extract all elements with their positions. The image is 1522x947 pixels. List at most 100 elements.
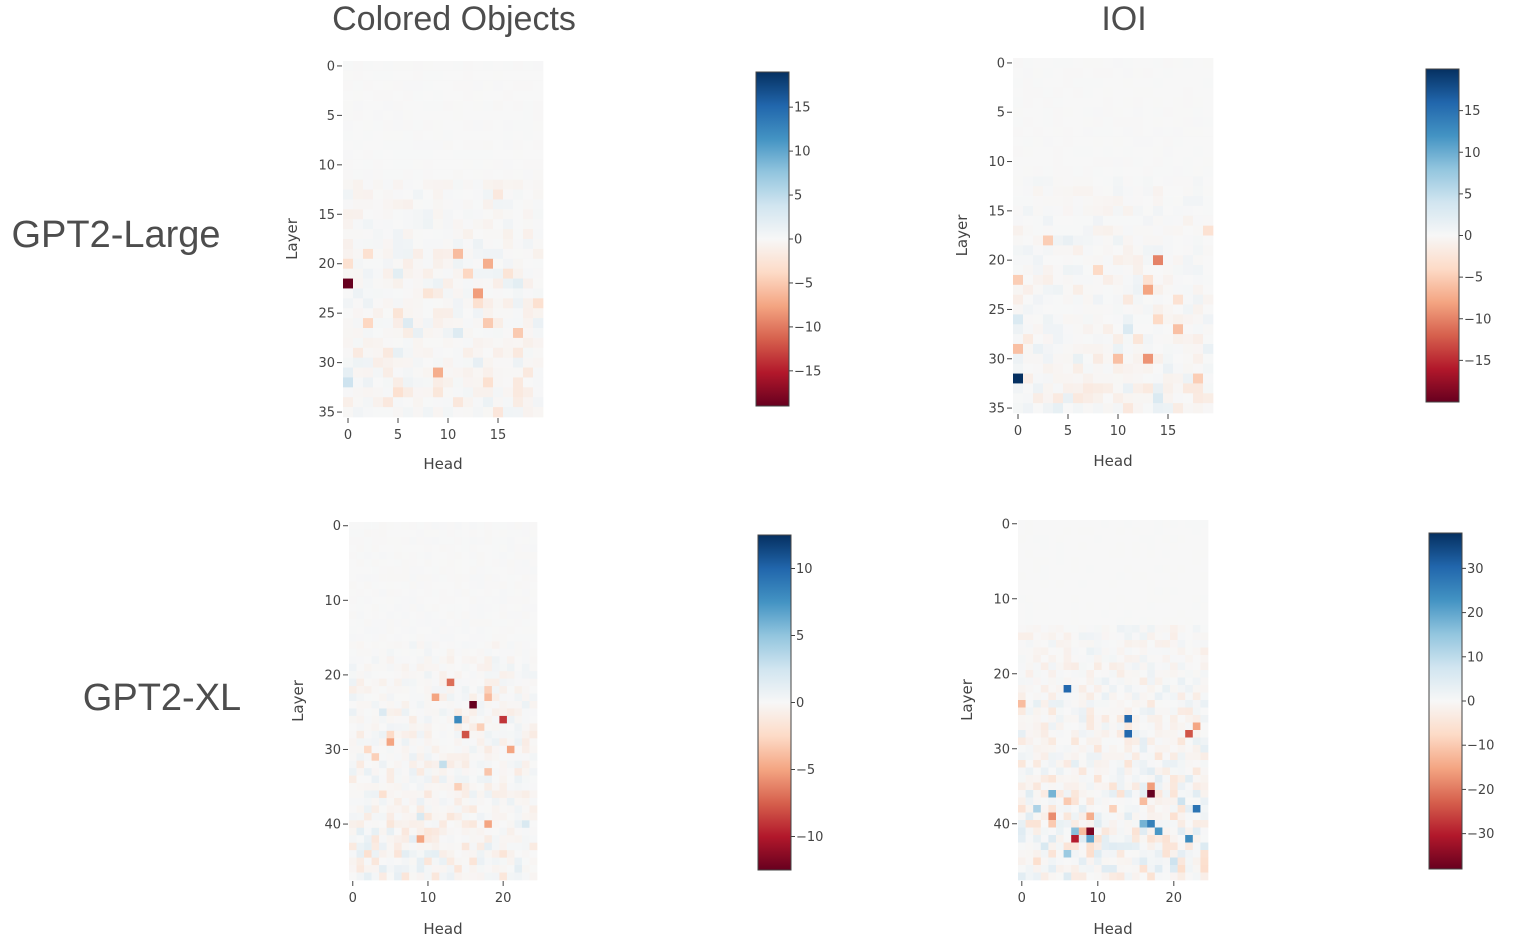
heatmap-cell — [1147, 730, 1156, 738]
heatmap-cell — [469, 842, 478, 851]
heatmap-cell — [356, 536, 365, 545]
heatmap-cell — [383, 407, 394, 418]
heatmap-cell — [349, 604, 357, 612]
heatmap-cell — [493, 407, 504, 418]
heatmap-cell — [1063, 284, 1074, 296]
heatmap-cell — [1063, 520, 1072, 528]
heatmap-cell — [394, 604, 402, 612]
heatmap-cell — [1147, 790, 1156, 798]
heatmap-cell — [1200, 572, 1209, 581]
heatmap-cell — [424, 745, 433, 754]
heatmap-cell — [423, 140, 434, 151]
heatmap-cell — [514, 753, 523, 762]
heatmap-cell — [356, 701, 365, 709]
heatmap-cell — [353, 159, 364, 171]
heatmap-cell — [484, 529, 493, 538]
heatmap-cell — [514, 842, 523, 851]
heatmap-cell — [1124, 572, 1133, 581]
heatmap-cell — [401, 626, 410, 635]
heatmap-cell — [1192, 587, 1201, 596]
heatmap-cell — [476, 566, 485, 575]
heatmap-cell — [431, 805, 440, 814]
heatmap-cell — [1056, 677, 1064, 686]
heatmap-cell — [439, 872, 448, 881]
heatmap-cell — [1071, 662, 1080, 671]
heatmap-cell — [529, 775, 538, 784]
heatmap-cell — [1133, 304, 1144, 315]
heatmap-cell — [1071, 610, 1080, 618]
heatmap-cell — [373, 357, 384, 368]
heatmap-cell — [413, 150, 424, 161]
heatmap-cell — [1071, 820, 1080, 828]
heatmap-cell — [491, 693, 500, 702]
heatmap-cell — [1086, 542, 1095, 551]
heatmap-cell — [503, 229, 514, 240]
heatmap-cell — [431, 648, 440, 657]
heatmap-cell — [439, 753, 448, 762]
heatmap-cell — [1170, 632, 1178, 641]
heatmap-cell — [514, 745, 523, 754]
heatmap-cell — [1078, 677, 1087, 686]
heatmap-cell — [1143, 393, 1154, 404]
colorbar-tick-label: −5 — [1464, 271, 1483, 286]
heatmap-cell — [476, 648, 485, 657]
heatmap-cell — [1093, 324, 1104, 335]
colorbar-tick-label: −15 — [1464, 354, 1491, 369]
heatmap-cell — [343, 397, 354, 408]
heatmap-cell — [454, 783, 463, 791]
heatmap-cell — [364, 671, 372, 679]
heatmap-cell — [1086, 842, 1095, 851]
heatmap-cell — [1116, 662, 1125, 671]
heatmap-cell — [439, 663, 448, 672]
heatmap-cell — [1040, 745, 1049, 753]
heatmap-cell — [409, 865, 418, 873]
heatmap-cell — [1033, 535, 1042, 543]
heatmap-cell — [1048, 737, 1057, 746]
heatmap-cell — [521, 611, 530, 620]
heatmap-cell — [1203, 136, 1214, 148]
heatmap-cell — [1185, 820, 1194, 828]
heatmap-cell — [431, 715, 440, 724]
heatmap-cell — [349, 544, 357, 553]
heatmap-cell — [1033, 196, 1044, 207]
heatmap-cell — [463, 189, 474, 200]
heatmap-cell — [403, 387, 414, 398]
heatmap-cell — [431, 708, 440, 717]
heatmap-cell — [349, 745, 357, 754]
heatmap-cell — [1170, 640, 1178, 648]
heatmap-cell — [393, 347, 404, 359]
heatmap-cell — [1013, 274, 1024, 286]
heatmap-cell — [1192, 527, 1201, 536]
heatmap-cell — [424, 559, 433, 568]
heatmap-cell — [463, 219, 474, 230]
heatmap-cell — [356, 656, 365, 665]
heatmap-cell — [403, 61, 414, 72]
heatmap-cell — [1086, 797, 1095, 806]
heatmap-cell — [1056, 850, 1064, 858]
heatmap-cell — [401, 648, 410, 657]
heatmap-cell — [1116, 752, 1125, 761]
heatmap-cell — [443, 159, 454, 171]
heatmap-cell — [1086, 640, 1095, 648]
heatmap-cell — [461, 551, 470, 560]
heatmap-cell — [499, 820, 508, 829]
heatmap-cell — [386, 559, 395, 568]
heatmap-cell — [1101, 752, 1110, 761]
heatmap-cell — [1170, 655, 1178, 663]
heatmap-cell — [1139, 820, 1148, 828]
heatmap-cell — [1071, 647, 1080, 656]
heatmap-cell — [1053, 363, 1064, 374]
heatmap-cell — [424, 574, 433, 583]
heatmap-cell — [1083, 225, 1094, 236]
heatmap-cell — [506, 835, 515, 844]
heatmap-cell — [1163, 255, 1174, 266]
heatmap-cell — [1177, 677, 1186, 686]
heatmap-cell — [1139, 535, 1148, 543]
heatmap-cell — [443, 80, 454, 92]
heatmap-cell — [349, 835, 357, 844]
heatmap-cell — [373, 377, 384, 388]
heatmap-cell — [1093, 117, 1104, 128]
heatmap-cell — [1083, 136, 1094, 148]
heatmap-cell — [1025, 677, 1034, 686]
heatmap-cell — [443, 347, 454, 359]
